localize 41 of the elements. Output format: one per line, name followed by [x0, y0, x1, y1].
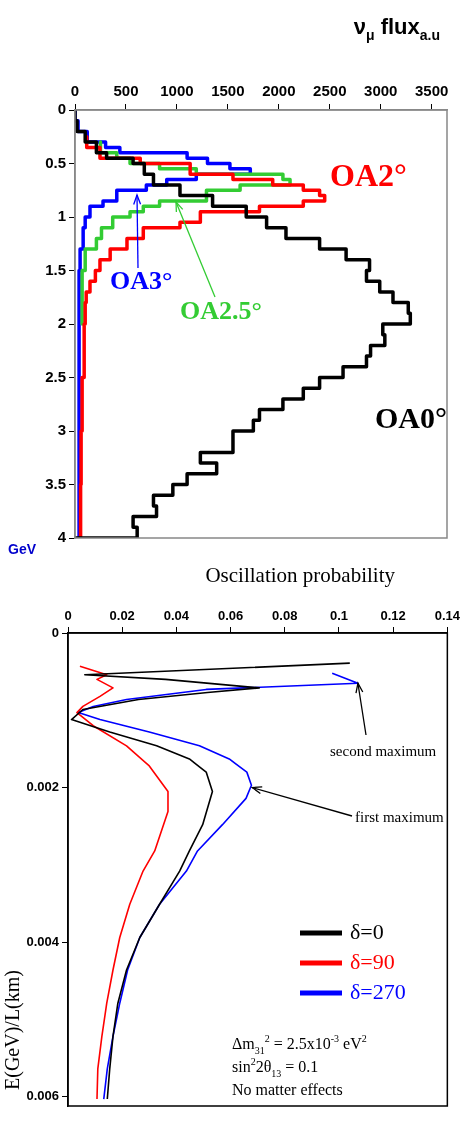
series-label: OA3° — [110, 265, 173, 295]
y-tick-label: 1.5 — [45, 260, 66, 278]
x-tick-label: 1500 — [211, 82, 245, 100]
x-tick-label: 3000 — [364, 82, 398, 100]
x-tick-label: 1000 — [160, 82, 194, 100]
annotation: No matter effects — [232, 1081, 343, 1099]
y-tick-label: 2 — [57, 314, 66, 332]
series-label: OA2° — [330, 157, 407, 194]
y-tick-label: 3.5 — [45, 474, 66, 492]
x-tick-label: 0.1 — [329, 607, 348, 623]
y-tick-label: 0.002 — [26, 779, 59, 795]
y-tick-label: 1 — [57, 207, 66, 225]
legend-label: δ=90 — [350, 948, 395, 974]
x-tick-label: 0.12 — [380, 607, 406, 623]
legend-label: δ=0 — [350, 918, 384, 944]
annotation: first maximum — [355, 808, 445, 825]
text: OA2.5° — [180, 295, 262, 325]
y-tick-label: 4 — [57, 528, 67, 546]
series-label: OA0° — [375, 400, 447, 434]
annotation: second maximum — [330, 742, 437, 759]
y-tick-label: 0 — [51, 624, 59, 640]
y-tick-label: 2.5 — [45, 367, 66, 385]
y-tick-label: 0.004 — [26, 933, 60, 949]
x-tick-label: 2500 — [313, 82, 347, 100]
x-tick-label: 2000 — [262, 82, 296, 100]
x-tick-label: 0.06 — [217, 607, 244, 623]
y-axis-title: E(GeV)/L(km) — [1, 970, 25, 1090]
x-tick-label: 500 — [113, 82, 139, 100]
y-tick-label: 0.006 — [26, 1088, 59, 1104]
legend-label: δ=270 — [350, 978, 406, 1004]
x-tick-label: 0 — [70, 82, 80, 100]
y-tick-label: 0 — [57, 100, 66, 118]
x-axis-title: Oscillation probability — [205, 562, 396, 587]
x-tick-label: 0.02 — [109, 607, 135, 623]
x-tick-label: 0.08 — [272, 607, 298, 623]
x-tick-label: 0.14 — [434, 607, 461, 623]
y-axis-title: GeV — [8, 540, 37, 557]
x-tick-label: 3500 — [415, 82, 449, 100]
y-tick-label: 0.5 — [45, 153, 66, 171]
y-tick-label: 3 — [57, 421, 66, 439]
x-tick-label: 0.04 — [163, 607, 190, 623]
